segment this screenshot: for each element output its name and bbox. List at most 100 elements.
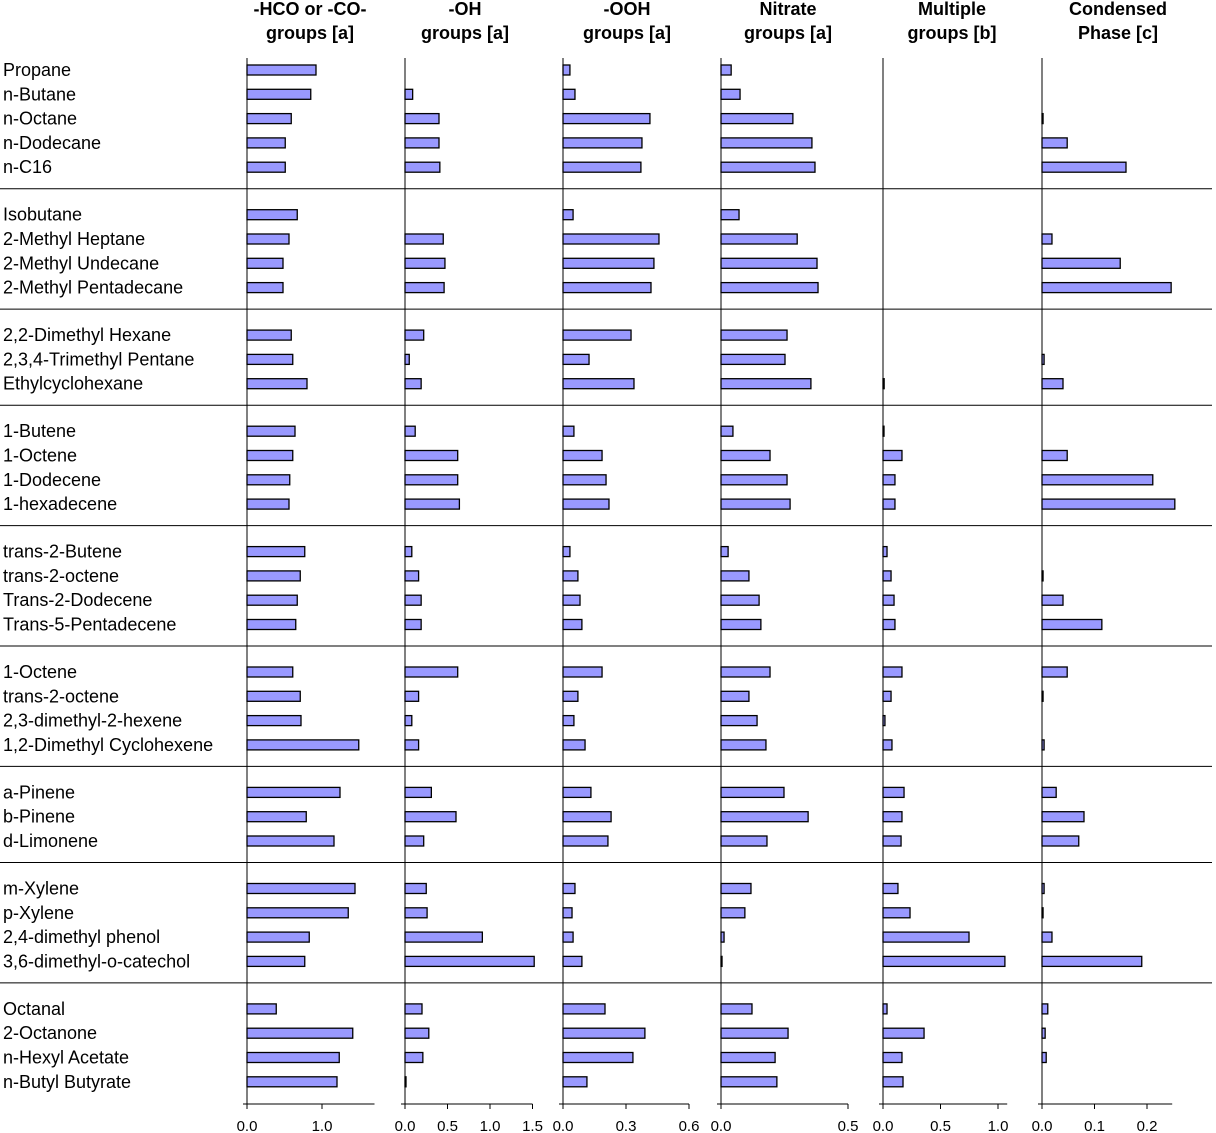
- bar: [404, 618, 422, 631]
- bar: [1041, 955, 1143, 968]
- category-label: 2-Methyl Undecane: [3, 253, 159, 273]
- category-label: m-Xylene: [3, 879, 79, 899]
- bar: [562, 378, 635, 390]
- bar: [562, 209, 574, 221]
- bar: [720, 137, 813, 149]
- bar: [404, 811, 457, 823]
- bar: [404, 714, 413, 727]
- bar: [882, 1051, 903, 1064]
- bar: [562, 931, 574, 943]
- category-label: a-Pinene: [3, 782, 75, 802]
- bar: [562, 739, 586, 751]
- bar: [562, 1051, 634, 1064]
- bar: [404, 666, 459, 678]
- bar: [562, 353, 590, 366]
- bar: [562, 1076, 588, 1088]
- bar: [562, 811, 612, 823]
- bar: [720, 690, 750, 702]
- category-label: 1-Butene: [3, 421, 76, 441]
- bar: [1041, 233, 1053, 245]
- x-tick-label: 1.5: [522, 1118, 543, 1133]
- bar: [562, 786, 592, 799]
- bar: [404, 690, 420, 702]
- bar: [720, 618, 762, 631]
- category-label: 2-Methyl Pentadecane: [3, 278, 183, 298]
- bar: [246, 1076, 338, 1088]
- bar: [720, 570, 750, 582]
- bar: [246, 88, 312, 100]
- x-tick-label: 0.0: [395, 1118, 416, 1133]
- bar: [562, 233, 660, 245]
- bar: [562, 1003, 606, 1015]
- bar: [1041, 690, 1044, 702]
- bar: [720, 353, 786, 366]
- panel-header: -OOH: [604, 0, 651, 19]
- bar: [404, 449, 459, 462]
- bar: [882, 618, 896, 631]
- bar: [246, 739, 360, 751]
- bar: [1041, 137, 1068, 149]
- bar: [404, 1027, 430, 1039]
- x-tick-label: 0.6: [679, 1118, 700, 1133]
- bar: [562, 474, 607, 486]
- bar: [1041, 594, 1064, 606]
- category-label: n-Butyl Butyrate: [3, 1072, 131, 1092]
- x-tick-label: 0.1: [1084, 1118, 1105, 1133]
- bar: [720, 257, 818, 269]
- bar: [1041, 498, 1176, 510]
- bar: [1041, 618, 1103, 631]
- bar: [562, 690, 579, 702]
- bar: [1041, 449, 1068, 462]
- bar: [720, 88, 741, 100]
- bar: [562, 666, 603, 678]
- bar: [404, 907, 428, 919]
- bar: [562, 618, 583, 631]
- bar: [562, 594, 581, 606]
- bar: [720, 714, 758, 727]
- bar: [404, 1051, 424, 1064]
- category-label: trans-2-octene: [3, 686, 119, 706]
- category-label: Isobutane: [3, 205, 82, 225]
- bar: [720, 882, 752, 895]
- bar: [246, 545, 306, 558]
- bar: [246, 907, 349, 919]
- x-tick-label: 0.0: [873, 1118, 894, 1133]
- bar: [562, 449, 603, 462]
- bar: [246, 666, 294, 678]
- bar: [404, 425, 416, 437]
- bar: [882, 474, 896, 486]
- bar: [562, 281, 652, 294]
- bar: [404, 329, 425, 341]
- bar: [562, 570, 579, 582]
- bar: [246, 281, 284, 294]
- bar: [404, 257, 446, 269]
- bar: [882, 955, 1006, 968]
- category-label: 1-Octene: [3, 662, 77, 682]
- bar: [246, 64, 317, 76]
- bar: [246, 257, 284, 269]
- bar: [882, 449, 903, 462]
- bar: [562, 907, 573, 919]
- bar: [246, 1027, 354, 1039]
- category-label: n-C16: [3, 157, 52, 177]
- category-label: Ethylcyclohexane: [3, 374, 143, 394]
- panel-header: groups [a]: [266, 23, 354, 43]
- bar: [562, 545, 571, 558]
- bar: [882, 811, 903, 823]
- bar: [562, 498, 610, 510]
- bar: [720, 425, 734, 437]
- bar: [720, 233, 798, 245]
- category-label: p-Xylene: [3, 903, 74, 923]
- bar: [246, 449, 294, 462]
- category-label: 1-Octene: [3, 446, 77, 466]
- bar: [1041, 882, 1045, 895]
- bar: [720, 209, 740, 221]
- bar: [562, 257, 655, 269]
- x-tick-label: 0.0: [711, 1118, 732, 1133]
- bar: [246, 594, 298, 606]
- category-label: n-Hexyl Acetate: [3, 1048, 129, 1068]
- bar: [720, 955, 723, 968]
- x-tick-label: 0.0: [1032, 1118, 1053, 1133]
- x-tick-label: 0.5: [838, 1118, 859, 1133]
